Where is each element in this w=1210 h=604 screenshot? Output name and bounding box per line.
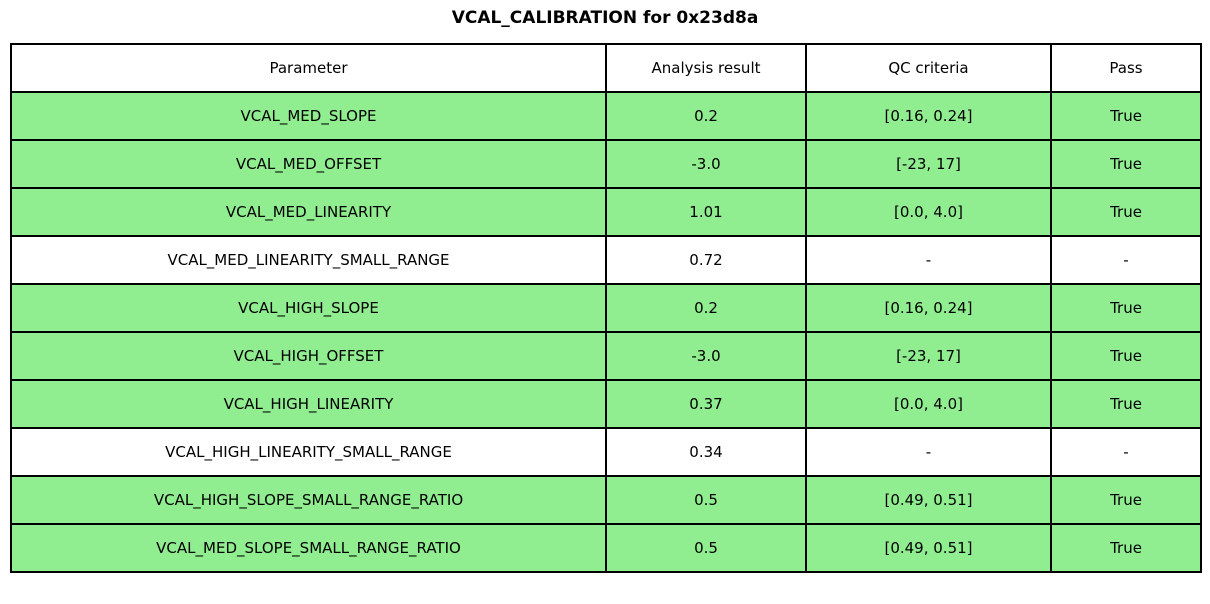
table-row: VCAL_MED_LINEARITY 1.01 [0.0, 4.0] True <box>10 187 1202 237</box>
parameter-cell: VCAL_MED_OFFSET <box>10 139 607 189</box>
table-body: VCAL_MED_SLOPE 0.2 [0.16, 0.24] True VCA… <box>10 91 1202 573</box>
criteria-cell: [0.0, 4.0] <box>805 379 1052 429</box>
table-row: VCAL_HIGH_OFFSET -3.0 [-23, 17] True <box>10 331 1202 381</box>
result-cell: 0.34 <box>605 427 807 477</box>
criteria-cell: [0.16, 0.24] <box>805 91 1052 141</box>
pass-cell: True <box>1050 283 1202 333</box>
criteria-cell: [-23, 17] <box>805 331 1052 381</box>
result-cell: 0.5 <box>605 523 807 573</box>
criteria-cell: [0.49, 0.51] <box>805 523 1052 573</box>
result-cell: 1.01 <box>605 187 807 237</box>
column-header-pass: Pass <box>1050 43 1202 93</box>
table-row: VCAL_HIGH_SLOPE 0.2 [0.16, 0.24] True <box>10 283 1202 333</box>
result-cell: 0.2 <box>605 283 807 333</box>
result-cell: -3.0 <box>605 331 807 381</box>
parameter-cell: VCAL_MED_SLOPE_SMALL_RANGE_RATIO <box>10 523 607 573</box>
table-row: VCAL_HIGH_LINEARITY_SMALL_RANGE 0.34 - - <box>10 427 1202 477</box>
parameter-cell: VCAL_HIGH_LINEARITY <box>10 379 607 429</box>
criteria-cell: [-23, 17] <box>805 139 1052 189</box>
parameter-cell: VCAL_HIGH_OFFSET <box>10 331 607 381</box>
pass-cell: True <box>1050 187 1202 237</box>
pass-cell: True <box>1050 475 1202 525</box>
pass-cell: - <box>1050 427 1202 477</box>
result-cell: 0.5 <box>605 475 807 525</box>
table-row: VCAL_MED_LINEARITY_SMALL_RANGE 0.72 - - <box>10 235 1202 285</box>
parameter-cell: VCAL_MED_LINEARITY_SMALL_RANGE <box>10 235 607 285</box>
pass-cell: True <box>1050 379 1202 429</box>
criteria-cell: - <box>805 235 1052 285</box>
result-cell: 0.2 <box>605 91 807 141</box>
table-row: VCAL_MED_OFFSET -3.0 [-23, 17] True <box>10 139 1202 189</box>
pass-cell: True <box>1050 91 1202 141</box>
pass-cell: - <box>1050 235 1202 285</box>
criteria-cell: [0.0, 4.0] <box>805 187 1052 237</box>
result-cell: -3.0 <box>605 139 807 189</box>
criteria-cell: - <box>805 427 1052 477</box>
result-cell: 0.72 <box>605 235 807 285</box>
parameter-cell: VCAL_HIGH_LINEARITY_SMALL_RANGE <box>10 427 607 477</box>
column-header-parameter: Parameter <box>10 43 607 93</box>
header-row: Parameter Analysis result QC criteria Pa… <box>10 43 1202 93</box>
parameter-cell: VCAL_HIGH_SLOPE_SMALL_RANGE_RATIO <box>10 475 607 525</box>
criteria-cell: [0.49, 0.51] <box>805 475 1052 525</box>
table-header: Parameter Analysis result QC criteria Pa… <box>10 43 1202 93</box>
pass-cell: True <box>1050 331 1202 381</box>
table-row: VCAL_MED_SLOPE 0.2 [0.16, 0.24] True <box>10 91 1202 141</box>
table-row: VCAL_HIGH_LINEARITY 0.37 [0.0, 4.0] True <box>10 379 1202 429</box>
figure-title: VCAL_CALIBRATION for 0x23d8a <box>451 8 759 28</box>
parameter-cell: VCAL_HIGH_SLOPE <box>10 283 607 333</box>
table-row: VCAL_MED_SLOPE_SMALL_RANGE_RATIO 0.5 [0.… <box>10 523 1202 573</box>
criteria-cell: [0.16, 0.24] <box>805 283 1052 333</box>
parameter-cell: VCAL_MED_LINEARITY <box>10 187 607 237</box>
pass-cell: True <box>1050 139 1202 189</box>
pass-cell: True <box>1050 523 1202 573</box>
parameter-cell: VCAL_MED_SLOPE <box>10 91 607 141</box>
result-cell: 0.37 <box>605 379 807 429</box>
column-header-qc-criteria: QC criteria <box>805 43 1052 93</box>
column-header-analysis-result: Analysis result <box>605 43 807 93</box>
qc-results-table: Parameter Analysis result QC criteria Pa… <box>10 43 1202 573</box>
table-row: VCAL_HIGH_SLOPE_SMALL_RANGE_RATIO 0.5 [0… <box>10 475 1202 525</box>
